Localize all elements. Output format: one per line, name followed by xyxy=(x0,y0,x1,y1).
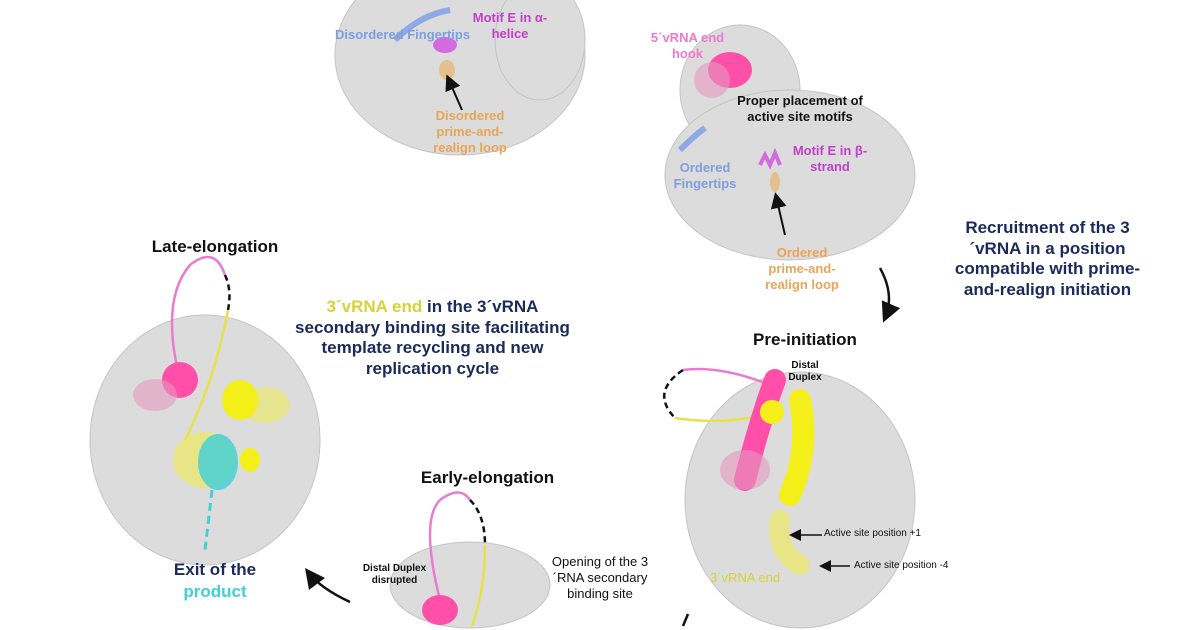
fingertips-disordered xyxy=(392,7,451,43)
label-product: product xyxy=(183,582,247,601)
label-distal-duplex-disrupted: Distal Duplex disrupted xyxy=(362,563,427,587)
template-loop-late xyxy=(170,255,227,381)
arrow-recruitment xyxy=(878,267,901,323)
loop-ordered xyxy=(770,172,780,192)
label-active-site-plus1: Active site position +1 xyxy=(824,528,921,539)
label-disordered-loop: Disordered prime-and-realign loop xyxy=(433,108,507,155)
label-ordered-loop: Ordered prime-and-realign loop xyxy=(765,245,839,292)
motif-e-strand xyxy=(758,147,782,170)
label-3vrna-end-pre: 3´vRNA end xyxy=(710,570,781,585)
title-late-elongation: Late-elongation xyxy=(151,237,279,256)
label-motif-e-helix: Motif E in α-helice xyxy=(472,10,548,41)
label-late-caption-rest: in the 3´vRNA secondary binding site fac… xyxy=(295,297,570,379)
label-proper-placement: Proper placement of active site motifs xyxy=(737,93,863,124)
label-opening-secondary-site: Opening of the 3´RNA secondary binding s… xyxy=(551,554,649,601)
label-5vrna-hook: 5´vRNA end hook xyxy=(650,30,725,61)
label-ordered-fingertips: Ordered Fingertips xyxy=(673,160,737,191)
label-recruitment: Recruitment of the 3´vRNA in a position … xyxy=(954,218,1141,300)
arrow-to-early xyxy=(681,613,690,627)
label-distal-duplex: Distal Duplex xyxy=(788,360,822,384)
label-motif-e-strand: Motif E in β-strand xyxy=(792,143,868,174)
arrow-to-late xyxy=(304,568,351,604)
label-active-site-minus4: Active site position -4 xyxy=(854,560,949,571)
arrow-loop-ordered xyxy=(770,192,787,236)
label-disordered-fingertips: Disordered Fingertips xyxy=(335,27,471,42)
title-early-elongation: Early-elongation xyxy=(420,468,555,487)
arrow-loop xyxy=(445,74,463,111)
protein-top-right xyxy=(664,24,916,261)
label-late-caption-highlight: 3´vRNA end xyxy=(326,297,423,316)
loop-disordered xyxy=(439,60,455,80)
label-exit-of-the: Exit of the xyxy=(173,560,257,579)
protein-late-elongation xyxy=(89,314,321,566)
label-late-caption: 3´vRNA end in the 3´vRNA secondary bindi… xyxy=(285,297,580,380)
title-pre-initiation: Pre-initiation xyxy=(753,330,857,349)
template-loop-pre xyxy=(682,367,771,387)
motif-e-helix xyxy=(433,37,457,53)
product-strand xyxy=(198,434,238,490)
template-loop-early xyxy=(428,491,472,601)
protein-pre-initiation xyxy=(684,371,916,629)
fingertips-ordered xyxy=(677,125,707,153)
